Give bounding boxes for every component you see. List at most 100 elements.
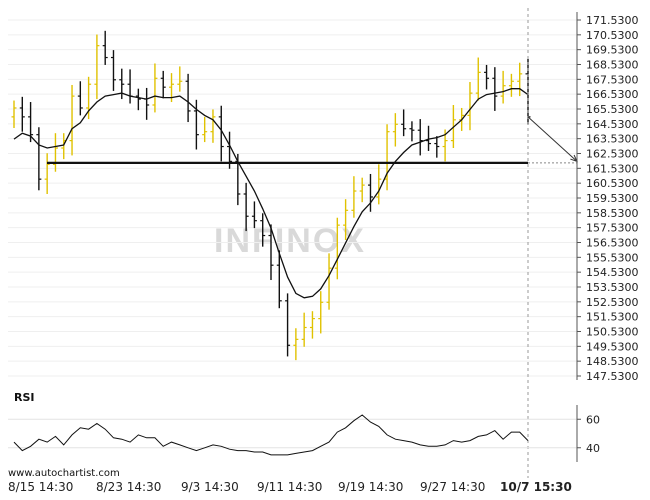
price-tick-label: 151.5300 bbox=[586, 311, 639, 324]
price-bar bbox=[343, 199, 349, 240]
price-bar bbox=[19, 96, 25, 132]
rsi-tick-label: 40 bbox=[586, 442, 600, 455]
price-bar bbox=[285, 293, 291, 357]
price-bar bbox=[517, 62, 523, 97]
x-tick-label: 10/7 15:30 bbox=[500, 480, 572, 494]
price-bar bbox=[301, 312, 307, 347]
price-gridlines bbox=[8, 19, 577, 377]
price-tick-label: 158.5300 bbox=[586, 207, 639, 220]
price-bar bbox=[144, 87, 150, 120]
price-tick-label: 164.5300 bbox=[586, 118, 639, 131]
price-tick-label: 148.5300 bbox=[586, 355, 639, 368]
price-bar bbox=[28, 102, 34, 143]
price-bar bbox=[467, 82, 473, 131]
price-bar bbox=[392, 113, 398, 147]
price-tick-label: 149.5300 bbox=[586, 340, 639, 353]
x-axis: 8/15 14:30 8/23 14:30 9/3 14:30 9/11 14:30 9… bbox=[8, 480, 572, 494]
price-bar bbox=[367, 173, 373, 212]
price-tick-label: 167.5300 bbox=[586, 73, 639, 86]
rsi-gridlines bbox=[8, 418, 577, 449]
price-bar bbox=[484, 64, 490, 90]
price-bar bbox=[318, 291, 324, 334]
price-bar bbox=[376, 164, 382, 205]
price-bar bbox=[119, 68, 125, 100]
price-bar bbox=[77, 81, 83, 116]
x-tick-label: 9/27 14:30 bbox=[420, 480, 485, 494]
price-tick-label: 153.5300 bbox=[586, 281, 639, 294]
price-y-axis: 171.5300 170.5300 169.5300 168.5300167.5300… bbox=[576, 12, 639, 383]
price-bar bbox=[251, 201, 257, 229]
forecast-arrow-line bbox=[527, 116, 578, 162]
price-tick-label: 147.5300 bbox=[586, 370, 639, 383]
price-bar bbox=[417, 119, 423, 156]
price-bar bbox=[434, 136, 440, 158]
watermark: INFINOX bbox=[214, 222, 366, 260]
price-bar bbox=[185, 73, 191, 123]
credit-text: www.autochartist.com bbox=[8, 468, 120, 479]
price-tick-label: 161.5300 bbox=[586, 162, 639, 175]
x-tick-label: 8/23 14:30 bbox=[96, 480, 161, 494]
price-bar bbox=[152, 63, 158, 113]
moving-average bbox=[13, 88, 529, 299]
price-bar bbox=[326, 253, 332, 310]
price-bar bbox=[160, 70, 166, 99]
price-tick-label: 159.5300 bbox=[586, 192, 639, 205]
price-bar bbox=[94, 34, 100, 100]
price-tick-label: 156.5300 bbox=[586, 237, 639, 250]
price-bar bbox=[260, 213, 266, 247]
rsi-tick-label: 60 bbox=[586, 413, 600, 426]
rsi-line bbox=[13, 414, 529, 456]
price-bar bbox=[384, 124, 390, 191]
price-bar bbox=[135, 88, 141, 111]
price-bar bbox=[426, 125, 432, 151]
price-tick-label: 160.5300 bbox=[586, 177, 639, 190]
price-bar bbox=[268, 224, 274, 281]
moving-average-line bbox=[13, 88, 529, 299]
price-bar bbox=[293, 328, 299, 361]
price-bar bbox=[110, 50, 116, 91]
price-tick-label: 163.5300 bbox=[586, 133, 639, 146]
price-tick-label: 170.5300 bbox=[586, 29, 639, 42]
price-bar bbox=[508, 73, 514, 97]
price-bar bbox=[127, 69, 133, 104]
price-bar bbox=[52, 133, 58, 172]
price-bar bbox=[276, 250, 282, 309]
price-tick-label: 150.5300 bbox=[586, 326, 639, 339]
rsi-y-axis: 60 40 bbox=[576, 405, 600, 462]
price-tick-label: 157.5300 bbox=[586, 222, 639, 235]
price-bar bbox=[351, 176, 357, 218]
price-tick-label: 152.5300 bbox=[586, 296, 639, 309]
price-tick-label: 171.5300 bbox=[586, 14, 639, 27]
price-bar bbox=[409, 121, 415, 142]
price-tick-label: 165.5300 bbox=[586, 103, 639, 116]
price-bar bbox=[61, 133, 67, 160]
price-bar bbox=[86, 76, 92, 120]
price-bar bbox=[102, 30, 108, 65]
price-bar bbox=[359, 177, 365, 203]
x-tick-label: 8/15 14:30 bbox=[8, 480, 73, 494]
price-bars bbox=[11, 30, 531, 361]
price-tick-label: 154.5300 bbox=[586, 266, 639, 279]
price-bar bbox=[69, 84, 75, 156]
price-bar bbox=[309, 311, 315, 339]
x-tick-label: 9/3 14:30 bbox=[181, 480, 239, 494]
price-tick-label: 169.5300 bbox=[586, 44, 639, 57]
price-bar bbox=[492, 67, 498, 111]
price-bar bbox=[193, 99, 199, 150]
price-bar bbox=[11, 100, 17, 128]
x-tick-label: 9/11 14:30 bbox=[257, 480, 322, 494]
price-bar bbox=[401, 109, 407, 137]
price-bar bbox=[475, 57, 481, 101]
price-bar bbox=[44, 153, 50, 194]
price-tick-label: 162.5300 bbox=[586, 148, 639, 161]
price-tick-label: 168.5300 bbox=[586, 59, 639, 72]
price-bar bbox=[500, 70, 506, 104]
price-bar bbox=[334, 217, 340, 280]
x-tick-label: 9/19 14:30 bbox=[338, 480, 403, 494]
price-bar bbox=[36, 127, 42, 191]
price-bar bbox=[210, 109, 216, 143]
rsi-series-line bbox=[13, 414, 529, 456]
price-bar bbox=[202, 116, 208, 143]
price-bar bbox=[218, 105, 224, 162]
